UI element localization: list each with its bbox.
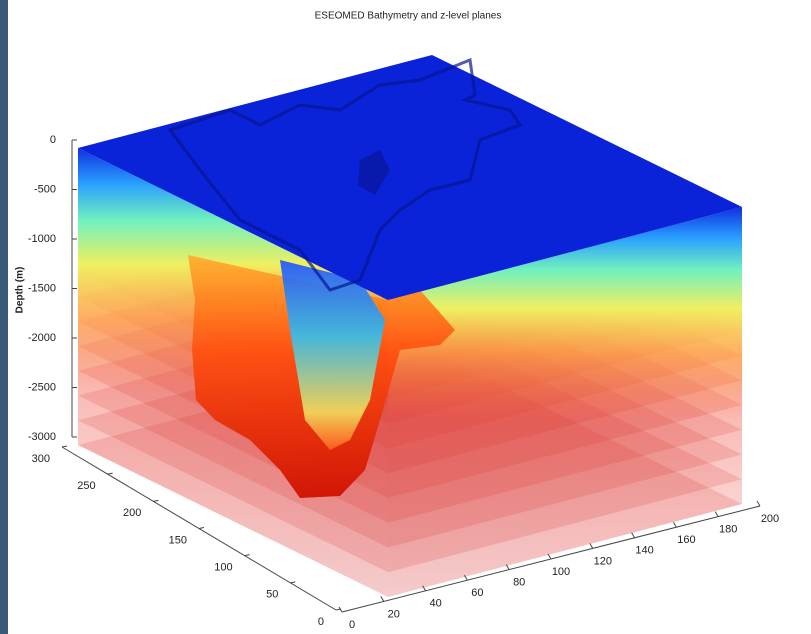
x-tick-label: 0 <box>318 616 324 628</box>
z-tick-label: -2000 <box>28 332 56 344</box>
axes: Depth (m) 0 -500 -1000 -1500 -2000 -2500 -3000… <box>15 134 780 631</box>
x-tick-label: 200 <box>123 507 141 519</box>
y-tick <box>463 574 468 581</box>
x-tick-label: 250 <box>77 480 95 492</box>
x-tick <box>61 445 68 448</box>
y-tick <box>631 532 636 539</box>
trench <box>188 255 455 498</box>
y-tick-label: 100 <box>552 566 570 578</box>
y-tick <box>714 511 719 517</box>
x-tick <box>107 472 113 475</box>
y-tick-label: 40 <box>429 598 441 610</box>
z-tick-label: -2500 <box>28 381 56 393</box>
y-tick-label: 60 <box>471 587 483 599</box>
z-tick-label: 0 <box>50 134 56 146</box>
window-edge <box>0 0 8 634</box>
y-tick <box>756 500 761 507</box>
x-tick <box>244 554 250 557</box>
z-tick-label: -3000 <box>28 431 56 443</box>
y-tick-label: 180 <box>719 524 737 536</box>
x-tick-label: 100 <box>214 562 232 574</box>
y-tick-label: 160 <box>677 534 695 546</box>
z-tick-label: -1000 <box>28 233 56 245</box>
y-tick-label: 140 <box>635 545 653 557</box>
y-tick <box>672 521 677 528</box>
y-tick <box>547 553 552 560</box>
z-tick-label: -500 <box>34 183 56 195</box>
x-tick <box>198 527 205 529</box>
y-tick-label: 120 <box>594 555 612 567</box>
y-tick-label: 200 <box>761 513 779 525</box>
z-tick-label: -1500 <box>28 282 56 294</box>
x-tick-label: 150 <box>169 534 187 546</box>
y-tick <box>422 585 427 592</box>
coastline <box>167 57 523 292</box>
x-tick <box>153 499 159 502</box>
z-axis-label: Depth (m) <box>15 267 26 314</box>
y-tick <box>338 606 343 613</box>
x-tick-label: 300 <box>32 453 50 465</box>
x-tick <box>290 581 296 584</box>
y-tick-label: 20 <box>388 608 400 620</box>
y-tick-label: 0 <box>349 619 355 631</box>
y-tick <box>589 543 594 549</box>
x-tick-label: 50 <box>266 589 278 601</box>
chart-title: ESEOMED Bathymetry and z-level planes <box>315 11 502 22</box>
y-tick <box>505 564 510 570</box>
y-tick-label: 80 <box>513 577 525 589</box>
right-face <box>388 207 742 597</box>
y-tick <box>380 596 385 602</box>
